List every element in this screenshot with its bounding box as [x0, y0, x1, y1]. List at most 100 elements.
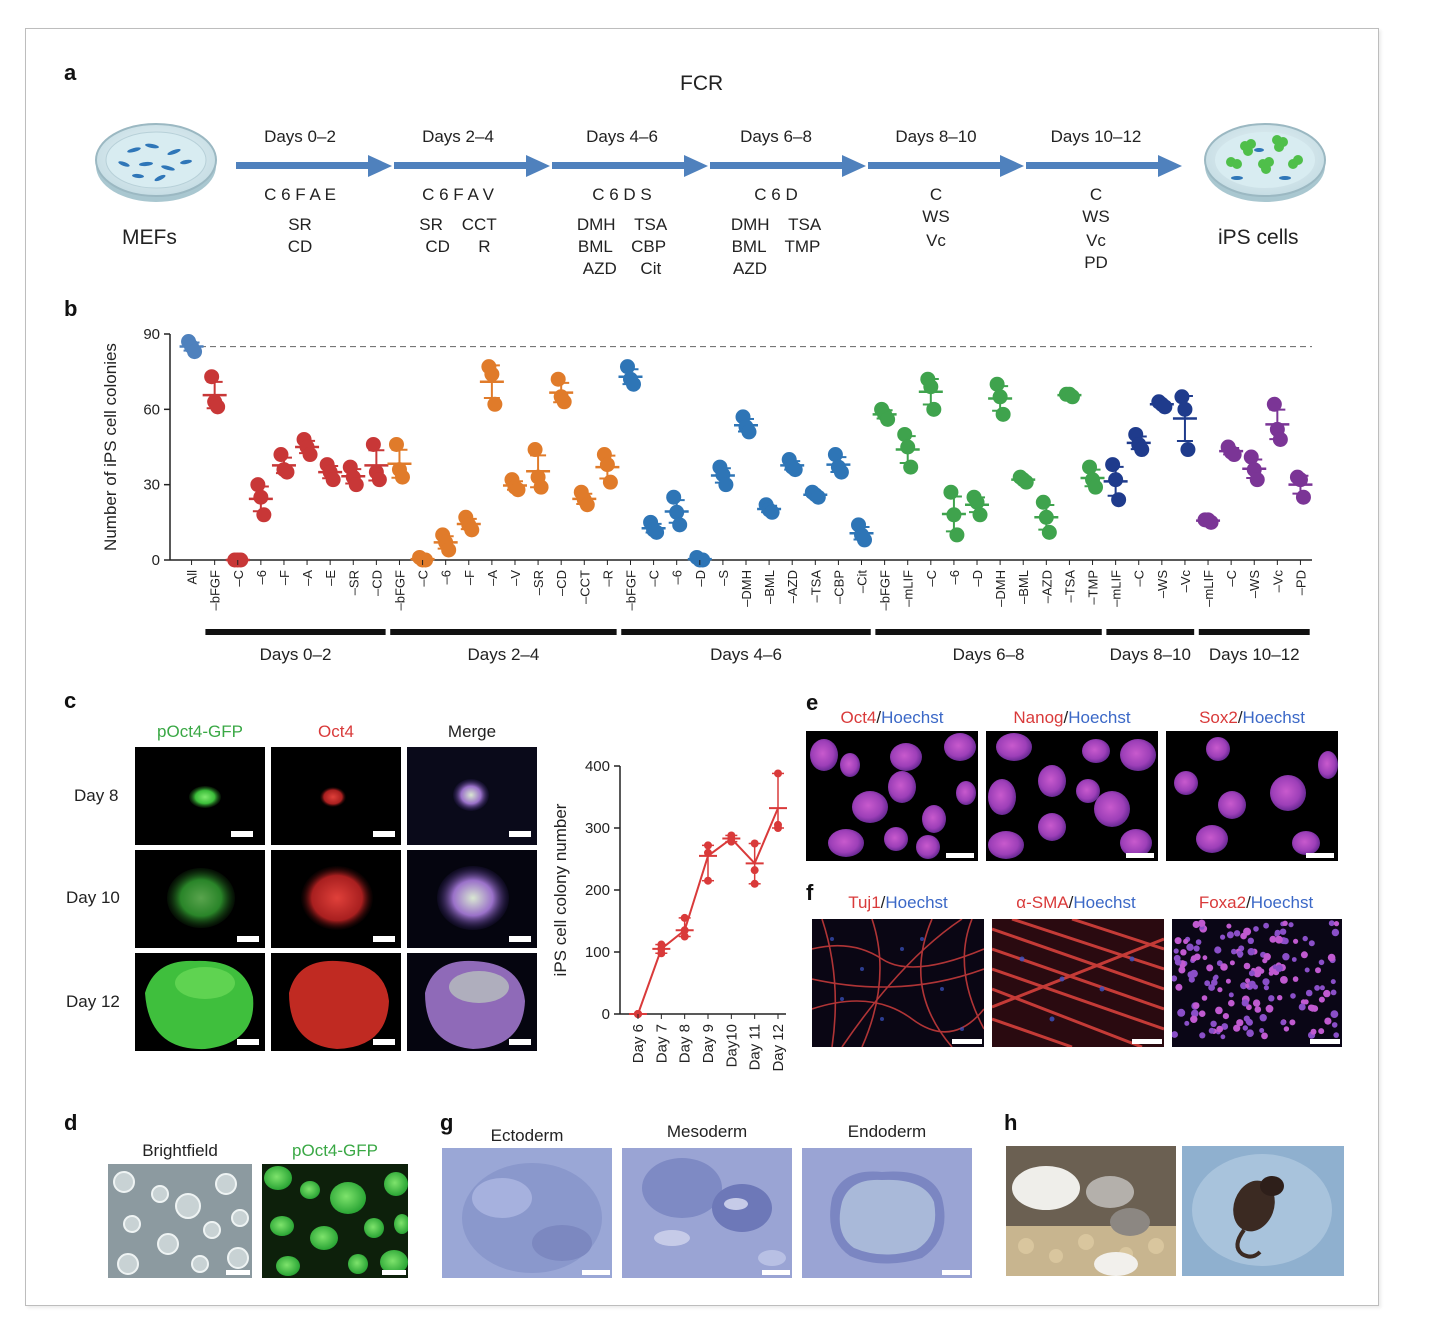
data-point	[550, 371, 566, 387]
nucleus	[1259, 1014, 1267, 1022]
panel-a-title: FCR	[680, 72, 724, 95]
x-tick-label: –C	[647, 570, 662, 587]
nucleus	[1214, 946, 1222, 954]
nucleus	[1330, 989, 1337, 996]
nucleus	[1212, 975, 1218, 981]
data-point	[1082, 459, 1098, 475]
nucleus	[1323, 989, 1331, 998]
data-point	[923, 379, 939, 395]
micrograph-gfp-day8	[135, 747, 265, 845]
arrow-days-4-6	[552, 162, 686, 169]
data-point	[619, 359, 635, 375]
c-col-gfp: pOct4-GFP	[157, 722, 243, 741]
y-tick-label: 0	[602, 1006, 610, 1023]
data-point	[704, 876, 712, 885]
data-point	[1105, 457, 1121, 473]
data-point	[672, 517, 688, 533]
step-4-line: C	[929, 185, 943, 204]
data-point	[1157, 399, 1173, 415]
step-4-day: Days 8–10	[895, 127, 977, 146]
e-caption-2-marker: Nanog	[1013, 708, 1064, 727]
nucleus	[1265, 1004, 1274, 1013]
group-label: Days 4–6	[710, 645, 782, 664]
data-point	[680, 932, 689, 941]
mean-line	[637, 807, 779, 1015]
x-tick-label: –PD	[1293, 570, 1308, 595]
nucleus	[1225, 978, 1231, 984]
micrograph-gfp-day12	[135, 953, 265, 1051]
step-4-line: WS	[922, 207, 950, 226]
x-tick-label: –SR	[531, 570, 546, 595]
micrograph-oct4-day10	[271, 850, 401, 948]
data-point	[510, 482, 526, 498]
f-caption-3-marker: Foxa2	[1198, 893, 1247, 912]
arrow-days-10-12	[1026, 162, 1160, 169]
x-tick-label: –Vc	[1270, 570, 1285, 593]
micrograph-gfp-colonies	[262, 1164, 408, 1278]
y-tick-label: 300	[585, 820, 610, 837]
nucleus	[1293, 938, 1299, 944]
nucleus	[1208, 984, 1215, 991]
nucleus	[1300, 951, 1308, 959]
ips-cells-label: iPS cells	[1218, 226, 1299, 249]
nucleus	[1280, 976, 1288, 984]
data-point	[992, 389, 1008, 405]
data-point	[810, 489, 826, 505]
nucleus	[1231, 948, 1237, 955]
data-point	[302, 447, 318, 463]
step-1-line: C 6 F A V	[422, 185, 494, 204]
data-point	[787, 462, 803, 478]
e-caption-1-stain: Hoechst	[881, 708, 944, 727]
x-tick-label: –D	[970, 570, 985, 587]
x-tick-label: –CD	[554, 570, 569, 596]
x-tick-label: –A	[485, 570, 500, 586]
data-point	[750, 879, 759, 888]
data-point	[441, 542, 457, 558]
nucleus	[1290, 993, 1296, 999]
x-tick-label: –6	[439, 570, 454, 584]
step-0-day: Days 0–2	[264, 127, 336, 146]
e-caption-1: Oct4/Hoechst	[840, 708, 944, 727]
nucleus	[1215, 1006, 1223, 1015]
data-point	[680, 913, 689, 922]
nucleus	[1186, 943, 1194, 951]
nucleus	[1191, 1009, 1199, 1018]
data-point	[666, 489, 682, 505]
nucleus	[1328, 920, 1335, 927]
nucleus	[1261, 1032, 1268, 1040]
data-point	[969, 494, 985, 510]
nucleus	[1242, 1025, 1248, 1031]
x-tick-label: –6	[947, 570, 962, 584]
nucleus	[1220, 934, 1226, 940]
nucleus	[1330, 979, 1336, 985]
data-point	[774, 820, 782, 829]
y-tick-label: 200	[585, 882, 610, 899]
nucleus	[1193, 953, 1201, 961]
nucleus	[1263, 922, 1269, 929]
x-tick-label: –WS	[1155, 570, 1170, 599]
nucleus	[1254, 1006, 1262, 1013]
group-label: Days 6–8	[953, 645, 1025, 664]
y-tick-label: 400	[585, 758, 610, 775]
nucleus	[1333, 1032, 1339, 1038]
nucleus	[1228, 992, 1234, 998]
x-tick-label: Day 9	[700, 1024, 717, 1063]
photo-chimeric-mouse	[1182, 1146, 1344, 1276]
data-point	[741, 424, 757, 440]
f-caption-2-stain: Hoechst	[1073, 893, 1136, 912]
micrograph-oct4-day8	[271, 747, 401, 845]
nucleus	[1275, 935, 1283, 944]
f-caption-1: Tuj1/Hoechst	[848, 893, 948, 912]
nucleus	[1210, 1020, 1217, 1027]
data-point	[989, 376, 1005, 392]
histology-mesoderm	[622, 1148, 792, 1278]
data-point	[1174, 389, 1190, 405]
x-tick-label: –TSA	[1062, 570, 1077, 603]
step-0-line: SR	[288, 215, 312, 234]
micrograph-brightfield	[108, 1164, 252, 1278]
y-tick-label: 30	[143, 477, 160, 494]
data-point	[1295, 489, 1311, 505]
data-point	[649, 524, 665, 540]
arrow-days-8-10	[868, 162, 1002, 169]
data-point	[695, 552, 711, 568]
